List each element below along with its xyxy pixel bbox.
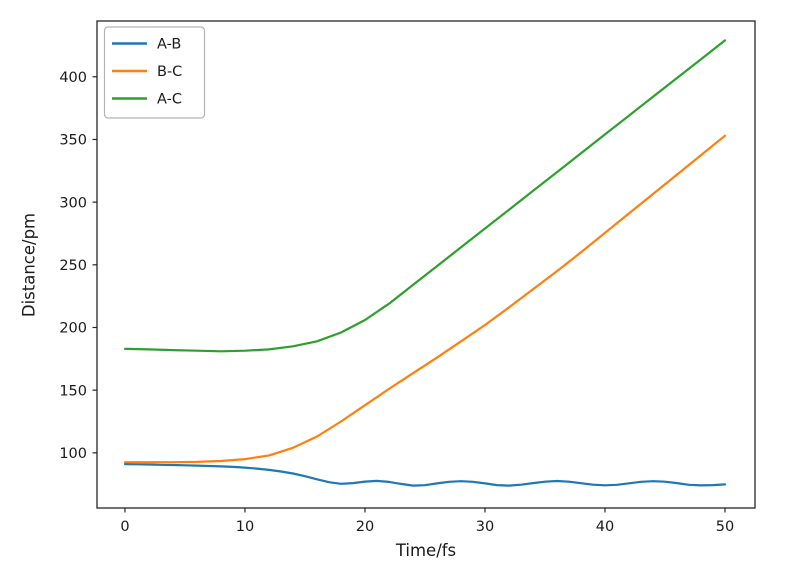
y-axis-label: Distance/pm xyxy=(19,212,39,318)
curve-B-C xyxy=(123,134,727,464)
y-tick-label: 150 xyxy=(59,383,87,399)
y-tick-label: 100 xyxy=(59,446,87,462)
x-tick-label: 50 xyxy=(716,519,734,535)
x-tick-label: 30 xyxy=(476,519,494,535)
y-tick-label: 350 xyxy=(59,133,87,149)
x-tick-label: 20 xyxy=(356,519,374,535)
y-tick-label: 200 xyxy=(59,321,87,337)
legend-label-A-C: A-C xyxy=(157,92,182,108)
y-tick-label: 400 xyxy=(59,70,87,86)
x-tick-label: 10 xyxy=(236,519,254,535)
x-tick-label: 0 xyxy=(120,519,129,535)
curve-A-B xyxy=(123,463,727,487)
x-tick-label: 40 xyxy=(596,519,614,535)
legend-box xyxy=(103,26,206,119)
y-tick-label: 300 xyxy=(59,195,87,211)
legend-label-A-B: A-B xyxy=(157,37,181,53)
x-axis-label: Time/fs xyxy=(395,541,457,560)
plot-border xyxy=(96,20,756,509)
curve-A-C xyxy=(123,39,727,353)
y-tick-label: 250 xyxy=(59,258,87,274)
legend-label-B-C: B-C xyxy=(157,64,182,80)
legend: A-B B-C A-C xyxy=(103,26,206,119)
